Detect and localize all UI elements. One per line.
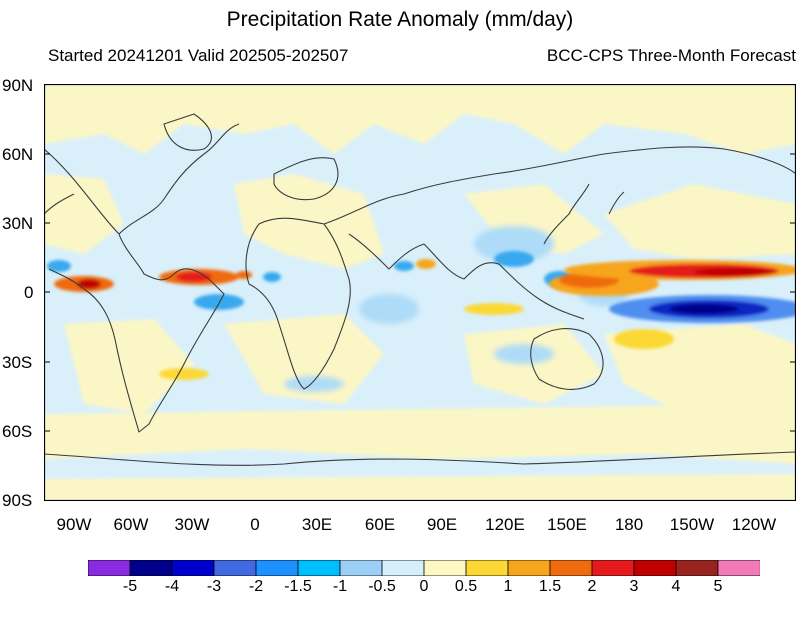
colorbar-tick-label: -5 [122,578,138,595]
colorbar-swatch [423,560,467,576]
lon-label: 60W [113,515,149,534]
colorbar-tick-label: 5 [713,578,723,595]
colorbar-swatch [339,560,383,576]
colorbar-swatch [381,560,425,576]
lon-label: 30W [174,515,210,534]
colorbar-swatch [675,560,719,576]
lat-label-90s: 90S [2,491,33,510]
lon-label: 90E [426,515,458,534]
colorbar-tick-label: 0.5 [454,578,478,595]
colorbar-tick-label: 1 [503,578,513,595]
colorbar-swatch [591,560,635,576]
chart-title: Precipitation Rate Anomaly (mm/day) [226,8,574,31]
colorbar-tick-label: 4 [671,578,681,595]
colorbar-tick-label: 3 [629,578,639,595]
colorbar-tick-label: -2 [248,578,264,595]
colorbar-swatch [129,560,173,576]
lon-label: 150E [547,515,587,534]
lon-label: 30E [301,515,333,534]
colorbar-tick-label: -3 [206,578,222,595]
map-panel [44,84,796,501]
colorbar-tick-label: 2 [587,578,597,595]
anomaly-map [44,84,796,501]
colorbar-swatch [88,560,131,576]
colorbar [88,560,760,576]
colorbar-swatch [465,560,509,576]
colorbar-swatch [507,560,551,576]
colorbar-swatch [171,560,215,576]
colorbar-tick-label: -4 [164,578,180,595]
colorbar-tick-label: 1.5 [538,578,562,595]
colorbar-swatch [297,560,341,576]
lat-label-0: 0 [24,283,34,302]
positive-strong-regions [54,259,796,380]
axis-ticks [44,153,796,432]
lon-label: 0 [250,515,260,534]
model-name: BCC-CPS Three-Month Forecast [546,46,796,65]
lon-label: 180 [614,515,644,534]
colorbar-swatch [255,560,299,576]
colorbar-swatch [549,560,593,576]
coastlines [44,113,796,466]
colorbar-tick-label: 0 [419,578,429,595]
lon-label: 60E [364,515,396,534]
lat-label-30s: 30S [2,353,33,372]
colorbar-tick-label: -1 [332,578,348,595]
lat-label-60s: 60S [2,422,33,441]
colorbar-tick-label: -0.5 [368,578,396,595]
colorbar-swatch [213,560,257,576]
negative-strong-band [609,295,796,323]
lat-label-60n: 60N [2,145,34,164]
forecast-dates: Started 20241201 Valid 202505-202507 [48,46,349,65]
lon-label: 120E [485,515,525,534]
lat-label-30n: 30N [2,214,34,233]
colorbar-swatch [633,560,677,576]
lon-label: 90W [56,515,92,534]
colorbar-tick-label: -1.5 [284,578,312,595]
lon-label: 150W [669,515,715,534]
lon-label: 120W [731,515,777,534]
positive-light-regions [44,84,796,501]
lat-label-90n: 90N [2,76,34,95]
colorbar-swatch [717,560,760,576]
